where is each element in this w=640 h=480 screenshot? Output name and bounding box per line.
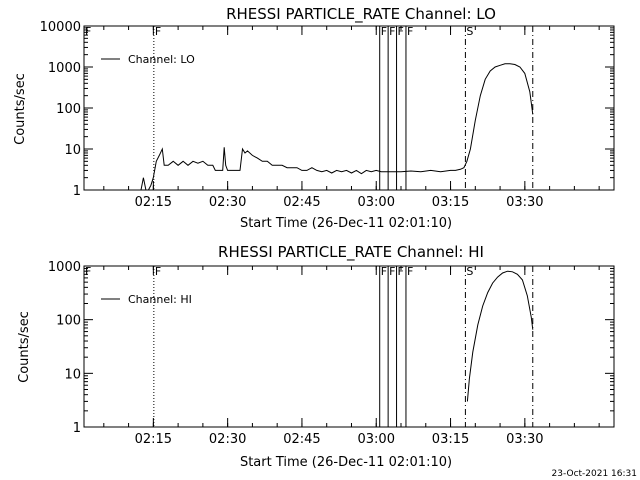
marker-label: F xyxy=(407,265,413,278)
panel-hi: 1 10 100 1000 02:15 02:30 02:45 03:00 03:15 03:30… xyxy=(48,260,615,447)
y-tick-label: 10000 xyxy=(40,20,81,35)
chart-title-lo: RHESSI PARTICLE_RATE Channel: LO xyxy=(226,5,496,24)
marker-label: F xyxy=(85,25,91,38)
y-tick-label: 100 xyxy=(56,102,81,117)
marker-label: F xyxy=(381,25,387,38)
x-tick-label: 03:15 xyxy=(432,432,469,447)
x-tick-label: 03:00 xyxy=(358,432,395,447)
x-axis-label-hi: Start Time (26-Dec-11 02:01:10) xyxy=(240,455,452,470)
marker-label: F xyxy=(155,25,161,38)
x-axis-label-lo: Start Time (26-Dec-11 02:01:10) xyxy=(240,216,452,231)
y-tick-label: 1 xyxy=(73,184,81,199)
x-tick-label: 03:30 xyxy=(506,195,543,210)
legend-label: Channel: HI xyxy=(128,293,192,306)
marker-label: F xyxy=(407,25,413,38)
x-tick-label: 02:15 xyxy=(135,432,172,447)
marker-label: F xyxy=(85,265,91,278)
y-tick-label: 10 xyxy=(64,143,81,158)
marker-label: F xyxy=(389,25,395,38)
chart-title-hi: RHESSI PARTICLE_RATE Channel: HI xyxy=(218,243,484,262)
plot-frame xyxy=(83,265,615,428)
x-tick-label: 02:15 xyxy=(135,195,172,210)
marker-label: F xyxy=(155,265,161,278)
x-tick-label: 03:00 xyxy=(358,195,395,210)
y-tick-label: 1 xyxy=(73,421,81,436)
x-tick-label: 02:30 xyxy=(209,432,246,447)
x-tick-label: 03:30 xyxy=(506,432,543,447)
x-tick-label: 02:45 xyxy=(283,432,320,447)
plot-frame xyxy=(83,25,615,191)
x-tick-label: 02:45 xyxy=(283,195,320,210)
y-tick-label: 1000 xyxy=(48,260,81,275)
marker-label: F xyxy=(398,25,404,38)
y-tick-label: 100 xyxy=(56,314,81,329)
y-tick-label: 10 xyxy=(64,367,81,382)
marker-label: F xyxy=(381,265,387,278)
x-tick-label: 03:15 xyxy=(432,195,469,210)
marker-label: F xyxy=(389,265,395,278)
marker-label: S xyxy=(466,25,473,38)
series-line xyxy=(147,63,534,191)
series-line xyxy=(140,177,147,191)
y-axis-label-hi: Counts/sec xyxy=(17,311,32,383)
legend-label: Channel: LO xyxy=(128,53,195,66)
panel-lo: 1 10 100 1000 10000 02:15 02:30 02:45 03:00 03:15… xyxy=(40,20,615,210)
x-tick-label: 02:30 xyxy=(209,195,246,210)
y-axis-label-lo: Counts/sec xyxy=(13,73,28,145)
series-line xyxy=(466,270,534,402)
marker-label: S xyxy=(466,265,473,278)
y-tick-label: 1000 xyxy=(48,61,81,76)
marker-label: F xyxy=(398,265,404,278)
timestamp: 23-Oct-2021 16:31 xyxy=(552,469,637,479)
